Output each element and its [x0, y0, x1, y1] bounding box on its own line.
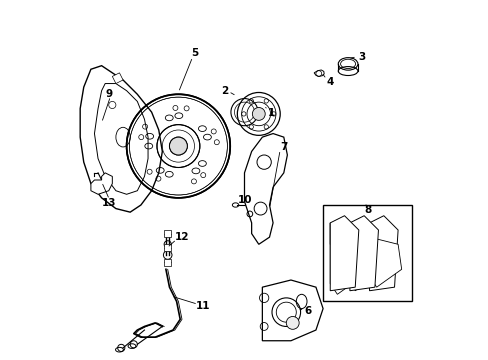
Polygon shape: [164, 258, 171, 266]
Polygon shape: [369, 216, 397, 291]
Polygon shape: [347, 226, 380, 291]
Polygon shape: [94, 84, 148, 194]
Polygon shape: [91, 173, 112, 194]
Circle shape: [285, 316, 299, 329]
Text: 10: 10: [238, 195, 252, 204]
Text: 3: 3: [357, 52, 365, 62]
Polygon shape: [329, 216, 358, 291]
Text: 8: 8: [364, 205, 370, 215]
Polygon shape: [262, 280, 323, 341]
Circle shape: [230, 99, 258, 126]
Polygon shape: [313, 70, 324, 76]
Text: 11: 11: [196, 301, 210, 311]
Text: 4: 4: [326, 77, 333, 87]
Polygon shape: [112, 73, 123, 84]
Text: 1: 1: [267, 108, 274, 118]
Polygon shape: [329, 223, 362, 294]
Text: 2: 2: [221, 86, 228, 96]
Polygon shape: [244, 134, 287, 244]
Text: 5: 5: [190, 48, 198, 58]
Text: 13: 13: [102, 198, 116, 208]
Text: 7: 7: [280, 142, 287, 152]
Text: 12: 12: [174, 232, 189, 242]
Circle shape: [169, 137, 187, 155]
Polygon shape: [349, 216, 378, 291]
Polygon shape: [164, 230, 171, 237]
Polygon shape: [164, 244, 171, 251]
Circle shape: [169, 137, 187, 155]
Polygon shape: [80, 66, 162, 212]
Text: 6: 6: [304, 306, 311, 316]
Circle shape: [252, 108, 264, 120]
FancyBboxPatch shape: [323, 205, 411, 301]
Text: 9: 9: [105, 89, 112, 99]
Polygon shape: [369, 230, 401, 287]
